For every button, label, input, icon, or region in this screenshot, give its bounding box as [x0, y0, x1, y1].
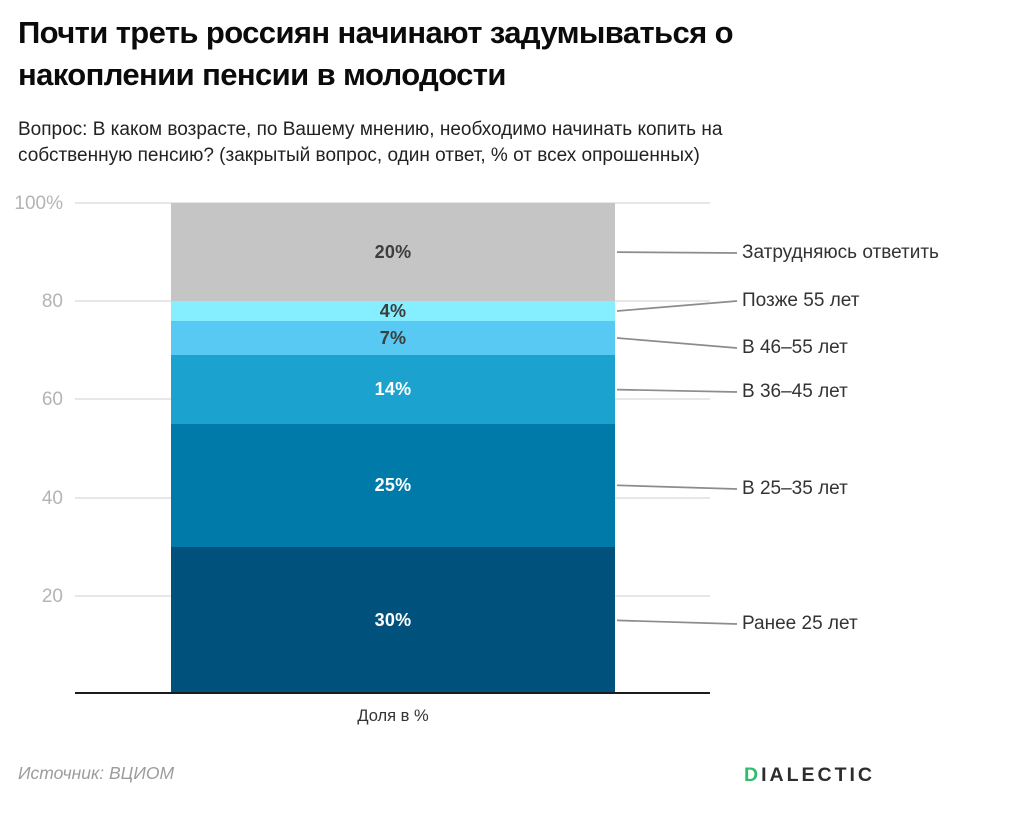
x-axis-line — [75, 692, 710, 695]
segment-value-label: 25% — [374, 474, 412, 495]
stacked-bar: 30% 25% 14% 7% 4% 20% — [171, 203, 615, 694]
segment-value-label: 7% — [379, 327, 407, 348]
chart-title: Почти треть россиян начинают задумыватьс… — [18, 15, 734, 92]
callout-line — [616, 388, 738, 393]
legend-label: Позже 55 лет — [742, 290, 860, 311]
bar-segment: 25% — [171, 423, 615, 547]
callout-line — [616, 484, 738, 490]
segment-value-label: 20% — [374, 241, 412, 262]
legend-label: Ранее 25 лет — [742, 613, 858, 634]
logo-rest: IALECTIC — [761, 764, 876, 786]
y-tick-label: 20 — [41, 585, 63, 607]
bar-segment: 30% — [171, 546, 615, 694]
y-tick-label: 80 — [41, 291, 63, 313]
callout-line — [616, 300, 738, 312]
bar-segment: 20% — [171, 203, 615, 302]
plot-area: 100% 80 60 40 20 30% 25% 14% 7% 4% 20% Ранее 25 л… — [0, 194, 1024, 695]
source-label: Источник: ВЦИОМ — [18, 763, 175, 783]
logo-first-letter: D — [744, 764, 762, 786]
segment-value-label: 4% — [379, 300, 407, 321]
callout-line — [616, 619, 738, 625]
dialectic-logo: DIALECTIC — [744, 764, 875, 787]
bar-segment: 14% — [171, 355, 615, 424]
chart-subtitle: Вопрос: В каком возрасте, по Вашему мнен… — [18, 119, 723, 166]
legend-label: Затрудняюсь ответить — [742, 242, 939, 263]
y-tick-label: 40 — [41, 487, 63, 509]
segment-value-label: 30% — [374, 609, 412, 630]
bar-segment: 4% — [171, 301, 615, 321]
legend-label: В 25–35 лет — [742, 478, 848, 499]
bar-segment: 7% — [171, 320, 615, 356]
legend-label: В 46–55 лет — [742, 337, 848, 358]
segment-value-label: 14% — [374, 379, 412, 400]
x-axis-label: Доля в % — [357, 707, 429, 725]
y-tick-label: 100% — [14, 193, 63, 214]
y-tick-label: 60 — [41, 389, 63, 411]
legend-label: В 36–45 лет — [742, 381, 848, 402]
callout-line — [616, 251, 738, 254]
callout-line — [616, 337, 738, 349]
